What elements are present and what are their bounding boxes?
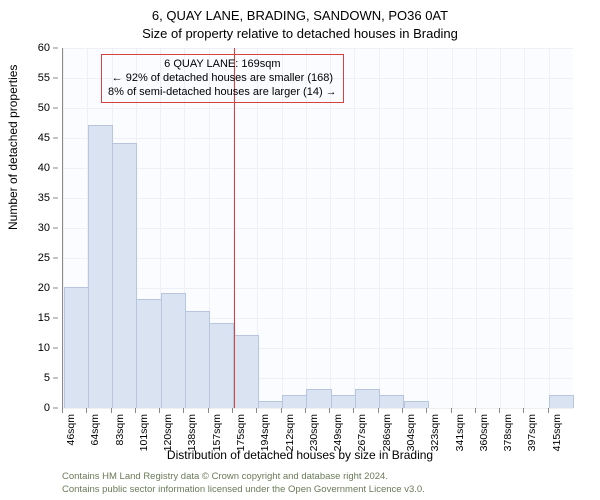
histogram-bar xyxy=(185,311,210,408)
histogram-bar xyxy=(282,395,307,408)
histogram-bar xyxy=(112,143,137,408)
histogram-bar xyxy=(355,389,380,408)
attribution-line: Contains public sector information licen… xyxy=(62,484,425,496)
annotation-line: 8% of semi-detached houses are larger (1… xyxy=(108,86,337,100)
x-tick-label: 101sqm xyxy=(138,414,150,451)
chart-subtitle: Size of property relative to detached ho… xyxy=(0,26,600,41)
histogram-bar xyxy=(161,293,186,408)
y-tick-label: 10 xyxy=(38,342,50,354)
histogram-bar xyxy=(64,287,89,408)
y-tick-label: 55 xyxy=(38,72,50,84)
y-tick-label: 50 xyxy=(38,102,50,114)
x-tick-label: 304sqm xyxy=(405,414,417,451)
x-tick-label: 46sqm xyxy=(65,414,77,446)
x-tick-label: 249sqm xyxy=(332,414,344,451)
y-tick-label: 35 xyxy=(38,192,50,204)
y-tick-label: 30 xyxy=(38,222,50,234)
x-tick-label: 397sqm xyxy=(526,414,538,451)
x-tick-label: 64sqm xyxy=(89,414,101,446)
y-tick-label: 5 xyxy=(44,372,50,384)
y-tick-label: 45 xyxy=(38,132,50,144)
x-tick-label: 230sqm xyxy=(308,414,320,451)
x-tick-label: 360sqm xyxy=(478,414,490,451)
y-tick-label: 60 xyxy=(38,42,50,54)
histogram-bar xyxy=(549,395,574,408)
histogram-bar xyxy=(404,401,429,408)
x-tick-label: 138sqm xyxy=(186,414,198,451)
x-tick-label: 120sqm xyxy=(162,414,174,451)
x-tick-label: 415sqm xyxy=(551,414,563,451)
histogram-bar xyxy=(379,395,404,408)
attribution: Contains HM Land Registry data © Crown c… xyxy=(62,471,425,496)
histogram-bar xyxy=(88,125,113,408)
histogram-bar xyxy=(209,323,234,408)
attribution-line: Contains HM Land Registry data © Crown c… xyxy=(62,471,425,483)
x-tick-label: 286sqm xyxy=(381,414,393,451)
histogram-bar xyxy=(331,395,356,408)
annotation-line: 6 QUAY LANE: 169sqm xyxy=(108,58,337,72)
y-tick-label: 40 xyxy=(38,162,50,174)
chart-container: 6, QUAY LANE, BRADING, SANDOWN, PO36 0AT… xyxy=(0,0,600,500)
x-tick-label: 175sqm xyxy=(235,414,247,451)
x-tick-label: 378sqm xyxy=(502,414,514,451)
plot-area: 6 QUAY LANE: 169sqm ← 92% of detached ho… xyxy=(62,48,573,409)
x-tick-label: 83sqm xyxy=(114,414,126,446)
x-tick-label: 157sqm xyxy=(211,414,223,451)
x-tick-label: 212sqm xyxy=(284,414,296,451)
histogram-bar xyxy=(234,335,259,408)
y-tick-label: 20 xyxy=(38,282,50,294)
y-tick-label: 25 xyxy=(38,252,50,264)
y-axis-ticks: 051015202530354045505560 xyxy=(0,48,58,408)
x-axis-label: Distribution of detached houses by size … xyxy=(0,448,600,462)
x-tick-label: 194sqm xyxy=(259,414,271,451)
x-tick-label: 341sqm xyxy=(454,414,466,451)
histogram-bar xyxy=(136,299,161,408)
chart-title: 6, QUAY LANE, BRADING, SANDOWN, PO36 0AT xyxy=(0,8,600,23)
histogram-bar xyxy=(258,401,283,408)
histogram-bar xyxy=(306,389,331,408)
y-tick-label: 15 xyxy=(38,312,50,324)
annotation-box: 6 QUAY LANE: 169sqm ← 92% of detached ho… xyxy=(101,54,344,103)
x-tick-label: 323sqm xyxy=(429,414,441,451)
annotation-line: ← 92% of detached houses are smaller (16… xyxy=(108,72,337,86)
y-tick-label: 0 xyxy=(44,402,50,414)
x-tick-label: 267sqm xyxy=(356,414,368,451)
